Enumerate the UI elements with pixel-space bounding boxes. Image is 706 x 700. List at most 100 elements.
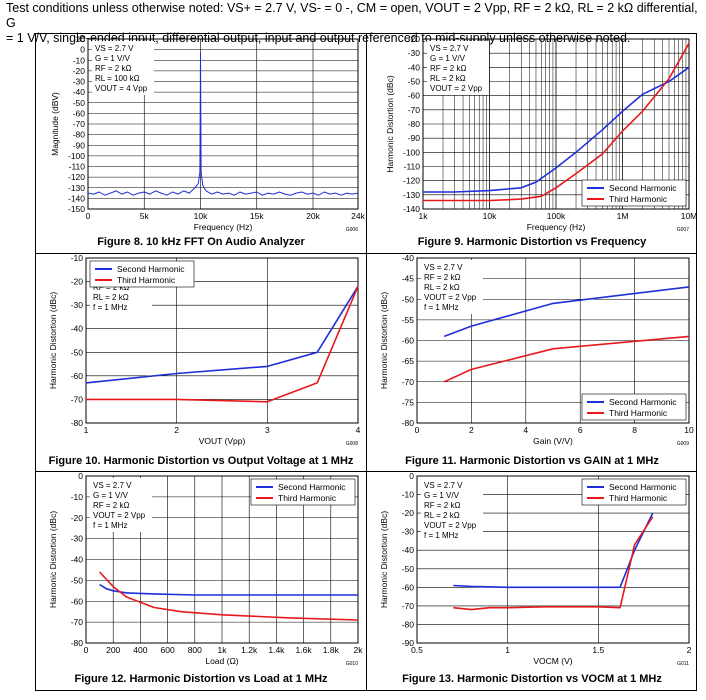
x-tick-label: 15k [250, 211, 264, 221]
chart-fig10: -10 -20 -30 -40 -50 -60 -70 -801 2 3 4 VOUT (Vpp) Ha… [48, 253, 361, 447]
y-tick-label: -10 [73, 55, 86, 65]
x-tick-label: 200 [106, 645, 120, 655]
y-tick-label: -100 [403, 147, 420, 157]
annotation-text: RL = 2 kΩ [424, 283, 460, 292]
x-axis-label: Frequency (Hz) [527, 222, 586, 232]
legend-label: Second Harmonic [609, 397, 677, 407]
figure-code: G008 [346, 441, 358, 447]
annotation-text: VOUT = 2 Vpp [424, 521, 477, 530]
y-tick-label: -20 [402, 508, 415, 518]
annotation-text: RL = 2 kΩ [424, 511, 460, 520]
legend-box [581, 478, 687, 506]
caption-fig13: Figure 13. Harmonic Distortion vs VOCM a… [402, 673, 662, 685]
y-tick-label: -30 [73, 77, 86, 87]
annotation-text: f = 1 MHz [424, 531, 458, 540]
caption-fig10: Figure 10. Harmonic Distortion vs Output… [48, 455, 354, 467]
y-tick-label: -60 [71, 596, 84, 606]
caption-fig12: Figure 12. Harmonic Distortion vs Load a… [74, 673, 328, 685]
annotation-text: VS = 2.7 V [430, 44, 469, 53]
y-tick-label: -110 [69, 162, 86, 172]
plot-frame [416, 475, 690, 644]
figure-code: G009 [677, 441, 689, 447]
x-tick-label: 800 [188, 645, 202, 655]
x-tick-label: 6 [578, 425, 583, 435]
caption-fig9: Figure 9. Harmonic Distortion vs Frequen… [417, 236, 647, 248]
y-tick-label: -40 [71, 555, 84, 565]
y-tick-label: -20 [71, 277, 84, 287]
y-tick-label: -130 [403, 190, 420, 200]
series-line-third-harmonic [443, 335, 690, 383]
x-tick-label: 4 [356, 425, 361, 435]
y-tick-label: -80 [71, 638, 84, 648]
y-axis-label: Magnitude (dBV) [50, 92, 60, 156]
series-line-second-harmonic [443, 286, 690, 338]
annotation-text: RF = 2 kΩ [430, 64, 466, 73]
plot-frame [85, 257, 359, 424]
y-tick-label: -140 [68, 193, 85, 203]
plot-frame [422, 38, 690, 210]
x-tick-label: 1 [505, 645, 510, 655]
figure-grid [35, 33, 697, 691]
y-tick-label: -30 [408, 48, 421, 58]
y-tick-label: -90 [408, 133, 421, 143]
legend-label: Third Harmonic [609, 493, 668, 503]
x-tick-label: 1k [419, 211, 429, 221]
y-tick-label: -30 [71, 300, 84, 310]
annotation-text: G = 1 V/V [430, 54, 466, 63]
x-tick-label: 400 [133, 645, 147, 655]
y-axis-label: Harmonic Distortion (dBc) [48, 511, 58, 608]
plot-frame [416, 257, 690, 424]
y-tick-label: -50 [402, 294, 415, 304]
legend-label: Second Harmonic [278, 482, 346, 492]
annotation-box [92, 41, 154, 95]
x-tick-label: 2 [469, 425, 474, 435]
series-line-fft [87, 52, 359, 196]
legend-label: Second Harmonic [609, 482, 677, 492]
annotation-text: RF = 2 kΩ [95, 64, 131, 73]
chart-fig12: 0-10-20-30-40-50-60-70-800 200 400 600 800 1k… [48, 471, 363, 667]
y-axis-label: Harmonic Distortion (dBc) [48, 292, 58, 389]
legend-label: Third Harmonic [278, 493, 337, 503]
x-tick-label: 20k [306, 211, 320, 221]
x-axis-label: VOUT (Vpp) [199, 436, 246, 446]
grid-divider-vertical [366, 34, 367, 690]
y-tick-label: -120 [68, 172, 85, 182]
y-tick-label: -60 [71, 371, 84, 381]
x-tick-label: 0 [415, 425, 420, 435]
y-tick-label: -10 [71, 253, 84, 263]
x-axis-label: Gain (V/V) [533, 436, 573, 446]
annotation-text: G = 1 V/V [93, 491, 129, 500]
y-tick-label: -90 [73, 140, 86, 150]
y-tick-label: -20 [73, 66, 86, 76]
caption-fig8: Figure 8. 10 kHz FFT On Audio Analyzer [97, 236, 305, 248]
x-tick-label: 10 [684, 425, 694, 435]
x-tick-label: 1M [617, 211, 629, 221]
y-tick-label: -80 [408, 119, 421, 129]
y-tick-label: -70 [402, 601, 415, 611]
y-tick-label: -40 [402, 253, 415, 263]
y-tick-label: 0 [80, 45, 85, 55]
legend-box [581, 393, 687, 421]
legend-label: Second Harmonic [609, 183, 677, 193]
x-tick-label: 2 [687, 645, 692, 655]
y-tick-label: -40 [402, 545, 415, 555]
y-tick-label: -70 [71, 394, 84, 404]
annotation-text: VS = 2.7 V [424, 481, 463, 490]
legend-label: Second Harmonic [117, 264, 185, 274]
annotation-text: RF = 2 kΩ [93, 501, 129, 510]
y-tick-label: -50 [71, 347, 84, 357]
y-tick-label: -65 [402, 356, 415, 366]
series-line-second-harmonic [85, 285, 359, 384]
y-tick-label: -20 [71, 513, 84, 523]
y-tick-label: -30 [402, 527, 415, 537]
figure-code: G007 [677, 227, 689, 233]
x-tick-label: 8 [632, 425, 637, 435]
y-tick-label: -140 [403, 204, 420, 214]
y-tick-label: -50 [408, 77, 421, 87]
legend-label: Third Harmonic [609, 194, 668, 204]
annotation-text: VOUT = 2 Vpp [93, 511, 146, 520]
annotation-text: VS = 2.7 V [424, 263, 463, 272]
annotation-text: G = 1 V/V [95, 54, 131, 63]
series-line-third-harmonic [86, 285, 359, 403]
y-tick-label: -20 [408, 34, 421, 44]
